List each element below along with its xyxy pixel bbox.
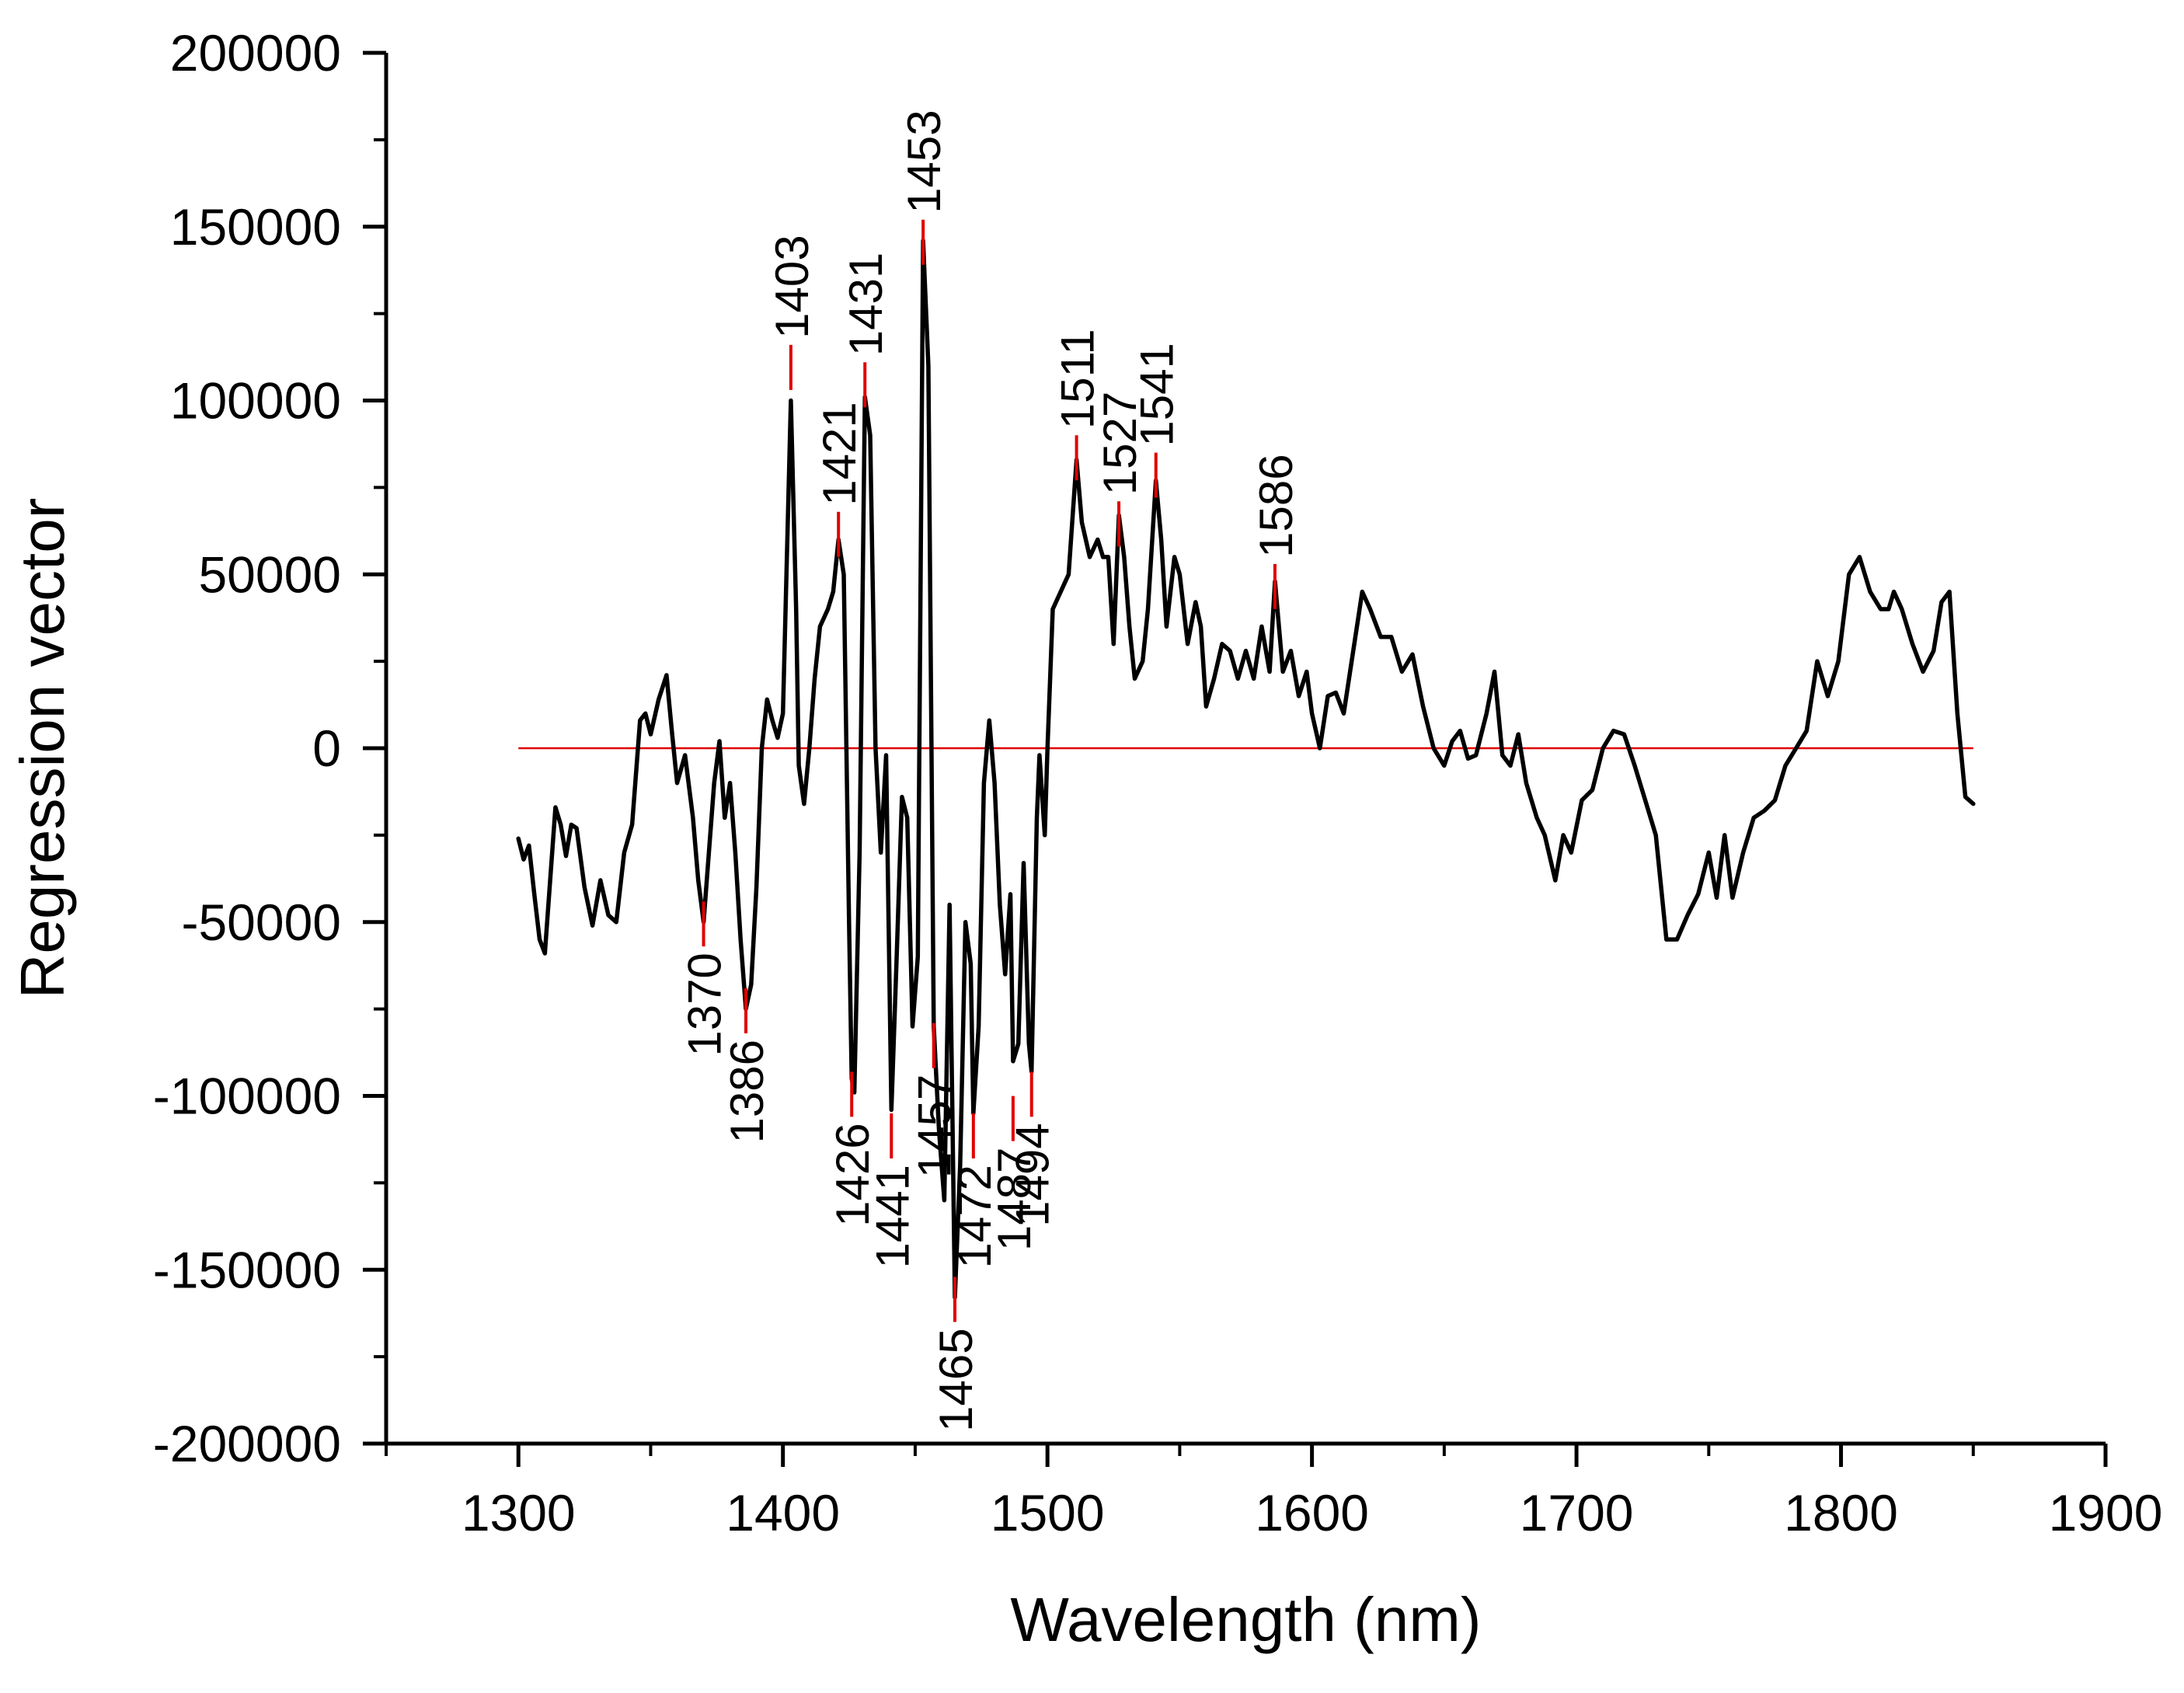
axes: -200000 -150000 -100000 -50000 0 50000 100000 1… bbox=[153, 24, 2163, 1541]
peak-label: 1472 bbox=[949, 1165, 1001, 1268]
peak-label: 1465 bbox=[930, 1328, 982, 1431]
y-tick-label: -200000 bbox=[153, 1415, 341, 1472]
y-tick-label: -150000 bbox=[153, 1241, 341, 1298]
x-tick-label: 1800 bbox=[1784, 1484, 1898, 1541]
peak-label: 1426 bbox=[827, 1123, 879, 1226]
peak-label: 1511 bbox=[1052, 329, 1104, 429]
x-tick-label: 1500 bbox=[991, 1484, 1105, 1541]
peak-label: 1586 bbox=[1250, 454, 1302, 557]
peak-label: 1441 bbox=[866, 1165, 918, 1268]
x-tick-label: 1400 bbox=[726, 1484, 840, 1541]
peak-label: 1494 bbox=[1007, 1123, 1059, 1226]
y-tick-label: 100000 bbox=[170, 372, 341, 430]
y-tick-label: 0 bbox=[312, 719, 341, 777]
peak-label: 1431 bbox=[840, 253, 892, 356]
peak-label: 1370 bbox=[679, 953, 731, 1056]
x-tick-label: 1300 bbox=[462, 1484, 576, 1541]
peak-label: 1457 bbox=[909, 1075, 961, 1178]
y-tick-label: -100000 bbox=[153, 1068, 341, 1125]
y-tick-label: 200000 bbox=[170, 24, 341, 82]
peak-label: 1487 bbox=[988, 1148, 1040, 1251]
y-tick-label: 50000 bbox=[198, 545, 341, 603]
series-layer bbox=[516, 238, 1976, 1300]
y-axis-title: Regression vector bbox=[8, 498, 77, 999]
x-axis-title: Wavelength (nm) bbox=[1010, 1585, 1481, 1654]
peak-label: 1453 bbox=[898, 110, 950, 213]
x-tick-label: 1900 bbox=[2049, 1484, 2163, 1541]
peak-label: 1403 bbox=[766, 235, 818, 338]
peak-label: 1421 bbox=[813, 402, 866, 505]
y-tick-label: 150000 bbox=[170, 198, 341, 256]
x-tick-label: 1700 bbox=[1520, 1484, 1634, 1541]
x-tick-label: 1600 bbox=[1255, 1484, 1369, 1541]
peak-label: 1386 bbox=[721, 1040, 773, 1143]
y-tick-label: -50000 bbox=[181, 894, 341, 951]
series-line bbox=[516, 238, 1976, 1300]
peak-label: 1527 bbox=[1094, 392, 1146, 495]
peak-label: 1541 bbox=[1131, 343, 1183, 446]
